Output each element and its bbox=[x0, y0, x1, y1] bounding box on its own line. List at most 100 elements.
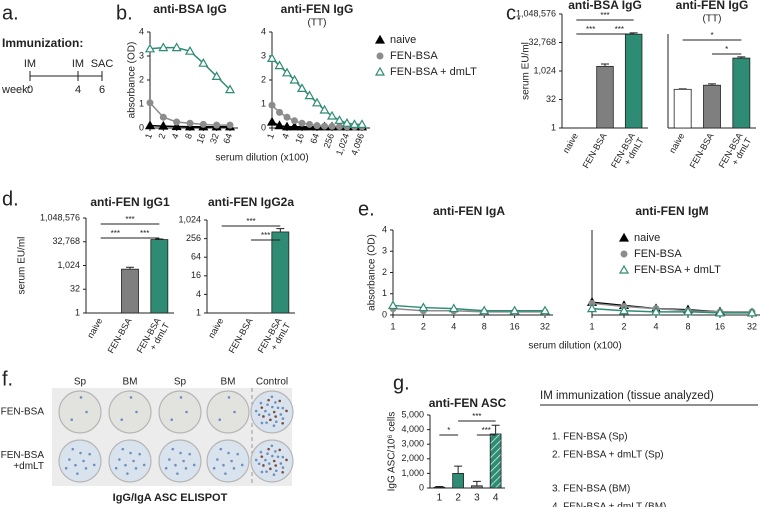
y-tick-label: 4 bbox=[382, 224, 387, 234]
event-label: IM bbox=[72, 58, 84, 70]
spot bbox=[68, 458, 71, 461]
point bbox=[198, 57, 209, 67]
legend-item: 2. FEN-BSA + dmLT (Sp) bbox=[552, 450, 664, 461]
spot bbox=[85, 410, 88, 414]
x-tick-label: FEN-BSA bbox=[106, 316, 134, 355]
point bbox=[224, 84, 236, 94]
significance-label: *** bbox=[111, 229, 120, 238]
legend-marker bbox=[376, 52, 384, 60]
x-tick-label: FEN-BSA+ dmLT bbox=[609, 131, 646, 175]
point bbox=[144, 120, 156, 130]
spot bbox=[188, 452, 191, 456]
row-label: FEN-BSA +dmLT bbox=[1, 450, 45, 472]
point bbox=[289, 74, 300, 84]
x-tick-label: 1 bbox=[589, 321, 594, 331]
x-tick-label: 32 bbox=[208, 132, 221, 145]
y-axis-label: serum EU/ml bbox=[17, 237, 28, 295]
spot bbox=[274, 420, 278, 424]
x-tick-label: 64 bbox=[308, 132, 321, 145]
column-label: Sp bbox=[174, 377, 187, 388]
point bbox=[326, 110, 338, 120]
spot bbox=[262, 415, 265, 418]
spot bbox=[281, 421, 284, 425]
spot bbox=[138, 452, 141, 456]
y-tick-label: 1 bbox=[75, 307, 80, 317]
x-tick-label: 4 bbox=[493, 493, 499, 504]
point bbox=[171, 42, 182, 52]
panel-label: c. bbox=[506, 2, 522, 24]
well bbox=[206, 439, 250, 483]
spot bbox=[285, 458, 288, 462]
spot bbox=[224, 472, 227, 475]
spot bbox=[227, 396, 231, 399]
spot bbox=[276, 406, 280, 410]
point bbox=[159, 113, 167, 121]
spot bbox=[179, 396, 183, 399]
x-tick-label: 16 bbox=[715, 321, 725, 331]
x-tick-label: 64 bbox=[221, 132, 234, 145]
spot bbox=[134, 467, 138, 470]
point bbox=[211, 71, 222, 81]
spot bbox=[259, 450, 263, 454]
point bbox=[274, 120, 285, 130]
point bbox=[184, 45, 196, 55]
point bbox=[289, 121, 300, 131]
spot bbox=[218, 418, 222, 422]
series-line bbox=[392, 307, 545, 313]
x-tick-label: 32 bbox=[747, 321, 757, 331]
x-tick-label: 3 bbox=[474, 493, 480, 504]
spot bbox=[82, 459, 85, 463]
spot bbox=[216, 458, 219, 461]
x-tick-label: 2 bbox=[621, 321, 626, 331]
x-axis-label: serum dilution (x100) bbox=[215, 153, 308, 164]
point bbox=[304, 90, 315, 100]
spot bbox=[285, 409, 288, 413]
bar bbox=[732, 57, 751, 129]
significance-label: *** bbox=[246, 217, 255, 226]
point bbox=[146, 99, 154, 107]
y-tick-label: 0 bbox=[139, 122, 144, 132]
event-label: SAC bbox=[91, 58, 114, 70]
y-tick-label: 5,000 bbox=[401, 409, 424, 419]
error-bar bbox=[708, 83, 716, 86]
x-tick-label: 256 bbox=[322, 132, 337, 150]
spot bbox=[274, 415, 278, 418]
spot bbox=[74, 463, 77, 467]
x-tick-label: FEN-BSA bbox=[227, 316, 255, 355]
point bbox=[618, 305, 630, 315]
chart-subtitle: (TT) bbox=[703, 14, 722, 25]
series-line bbox=[392, 304, 545, 312]
column-label: BM bbox=[221, 377, 236, 388]
legend-marker bbox=[618, 232, 630, 242]
significance-label: *** bbox=[140, 229, 149, 238]
spot bbox=[76, 472, 79, 475]
x-tick-label: 1 bbox=[265, 132, 276, 140]
y-tick-label: 16 bbox=[191, 270, 201, 280]
week-label: week: bbox=[1, 84, 31, 96]
y-tick-label: 1,048,576 bbox=[516, 8, 556, 18]
point bbox=[213, 121, 221, 129]
point bbox=[319, 104, 330, 114]
spot bbox=[84, 467, 88, 470]
spot bbox=[124, 463, 127, 467]
point bbox=[539, 305, 551, 315]
y-tick-label: 32 bbox=[546, 94, 556, 104]
bar bbox=[471, 485, 483, 489]
bar bbox=[433, 486, 446, 489]
x-tick-label: FEN-BSA+ dmLT bbox=[135, 316, 172, 360]
legend-item: 1. FEN-BSA (Sp) bbox=[552, 432, 628, 443]
point bbox=[276, 108, 283, 116]
point bbox=[387, 300, 399, 310]
point bbox=[349, 119, 360, 129]
chart-title: anti-FEN IgM bbox=[635, 204, 708, 218]
spot bbox=[171, 447, 175, 451]
legend-label: FEN-BSA + dmLT bbox=[390, 66, 477, 78]
legend-label: naive bbox=[634, 232, 660, 244]
spot bbox=[135, 410, 138, 414]
legend-marker bbox=[620, 250, 628, 258]
spot bbox=[219, 447, 223, 451]
legend-marker bbox=[374, 66, 386, 76]
x-tick-label: 4 bbox=[451, 321, 456, 331]
legend-label: FEN-BSA bbox=[390, 50, 438, 62]
spot bbox=[233, 410, 236, 414]
